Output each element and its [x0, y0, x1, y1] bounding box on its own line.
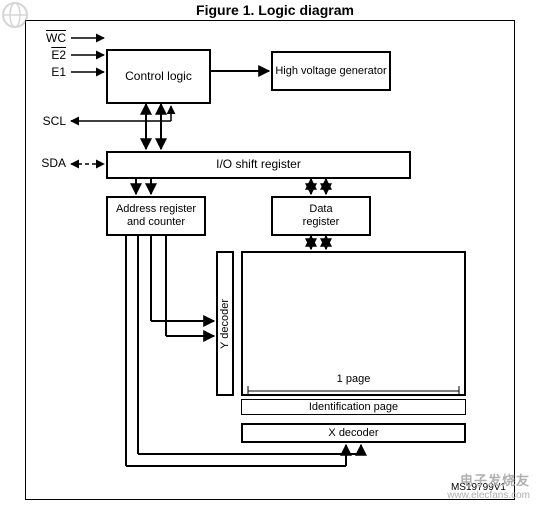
figure-title: Figure 1. Logic diagram: [0, 2, 550, 18]
y-decoder-label: Y decoder: [219, 299, 232, 349]
signal-e2-label: E2: [36, 48, 66, 62]
diagram-frame: WC E2 E1 SCL SDA Control logic High volt…: [25, 20, 515, 500]
signal-e1-label: E1: [36, 65, 66, 79]
block-y-decoder: Y decoder: [216, 251, 234, 396]
block-address-register: Address register and counter: [106, 196, 206, 236]
signal-sda-label: SDA: [36, 156, 66, 170]
signal-scl-label: SCL: [36, 114, 66, 128]
signal-wc-label: WC: [36, 31, 66, 45]
page: Figure 1. Logic diagram WC E2 E1 SCL SDA…: [0, 0, 550, 511]
page-dimension-label-top: 1 page: [326, 373, 381, 385]
block-identification-page: Identification page: [241, 399, 466, 415]
watermark-cn: 电子发烧友: [460, 470, 530, 489]
block-io-shift-register: I/O shift register: [106, 151, 411, 179]
block-control-logic: Control logic: [106, 49, 211, 104]
block-data-register: Data register: [271, 196, 371, 236]
watermark-url: www.elecfans.com: [447, 490, 530, 501]
block-x-decoder: X decoder: [241, 423, 466, 443]
block-hv-generator: High voltage generator: [271, 51, 391, 91]
